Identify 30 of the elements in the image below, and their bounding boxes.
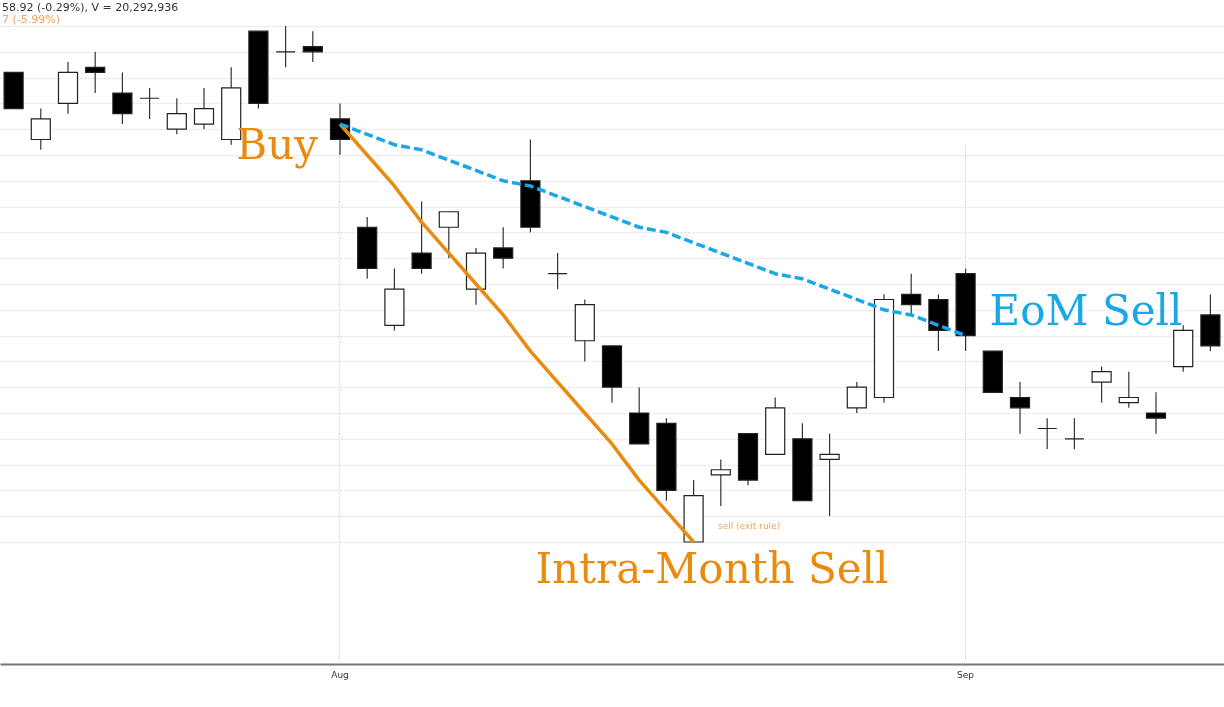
x-tick-label: Aug <box>331 669 349 680</box>
candlestick <box>438 211 459 259</box>
candlestick <box>710 458 731 507</box>
x-tick-label: Sep <box>957 669 975 680</box>
candlestick <box>901 273 922 316</box>
candlestick <box>1064 417 1085 450</box>
candlestick <box>112 71 133 125</box>
candlestick <box>1118 371 1139 409</box>
candlestick <box>1037 417 1058 450</box>
candlestick <box>30 107 51 151</box>
candlestick <box>1091 365 1112 404</box>
candlestick <box>846 381 867 414</box>
candlestick <box>411 200 432 275</box>
candlestick <box>85 51 106 94</box>
text: Intra-Month Sell <box>535 544 889 593</box>
candlestick <box>819 433 840 517</box>
candlestick <box>1145 391 1167 435</box>
candlestick <box>275 25 296 68</box>
annotation: sell (exit rule) <box>718 521 781 531</box>
candlestick <box>193 87 215 130</box>
candlestick <box>302 30 323 63</box>
text: 58.92 (-0.29%), V = 20,292,936 <box>2 1 179 14</box>
annotation: 7 (-5.99%) <box>2 13 60 26</box>
annotation: EoM Sell <box>989 285 1183 335</box>
candlestick <box>139 87 160 120</box>
candlestick <box>547 252 568 290</box>
annotation: Buy <box>236 120 319 170</box>
candlestick <box>1009 381 1031 435</box>
candlestick <box>493 226 514 270</box>
candlestick <box>166 97 187 135</box>
